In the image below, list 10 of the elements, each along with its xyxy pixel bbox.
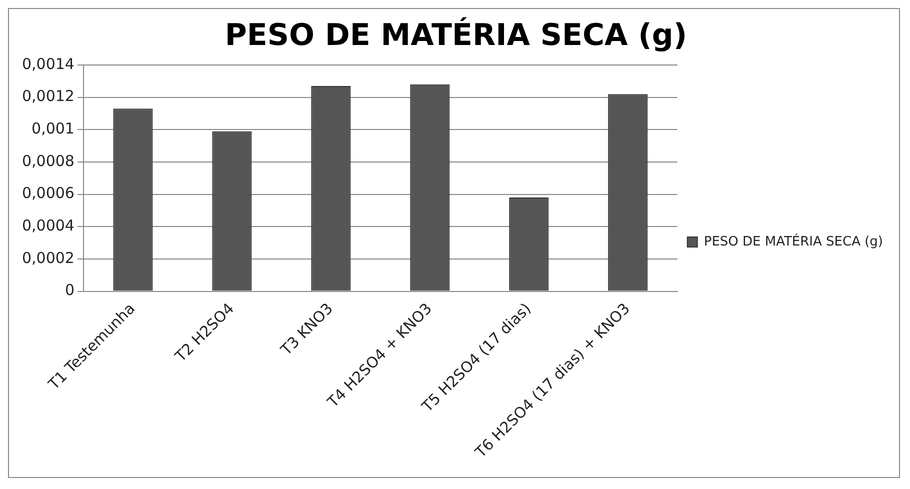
y-tick-label: 0,0004 (22, 216, 74, 235)
y-tick-label: 0 (64, 281, 74, 300)
y-tick-label: 0,0008 (22, 152, 74, 170)
y-tick-label: 0,001 (32, 120, 74, 138)
y-tick-label: 0,0012 (22, 87, 74, 106)
legend-label: PESO DE MATÉRIA SECA (g) (704, 232, 884, 250)
chart-title: PESO DE MATÉRIA SECA (g) (224, 16, 688, 53)
y-tick-label: 0,0006 (22, 184, 74, 202)
y-tick-label: 0,0014 (22, 54, 74, 73)
y-tick-label: 0,0002 (22, 248, 74, 267)
